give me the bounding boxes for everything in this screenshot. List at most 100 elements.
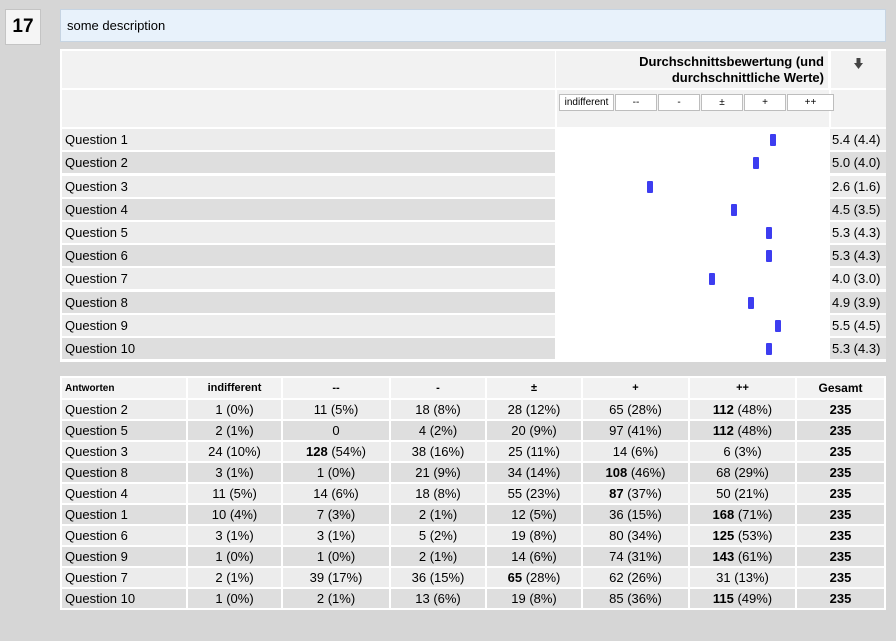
answer-percent: (15%) <box>627 507 662 522</box>
answer-percent: (1%) <box>429 549 458 564</box>
answer-cell: 143 (61%) <box>690 547 795 566</box>
chart-header-blank <box>62 51 555 88</box>
answer-count: 21 <box>415 465 430 480</box>
answer-percent: (37%) <box>627 486 662 501</box>
row-total: 235 <box>829 465 852 480</box>
answer-count: 87 <box>609 486 624 501</box>
answer-cell: 18 (8%) <box>391 484 485 503</box>
answer-cell: 28 (12%) <box>487 400 581 419</box>
scale-very-negative: -- <box>615 94 657 111</box>
answer-percent: (13%) <box>734 570 769 585</box>
answer-cell: 80 (34%) <box>583 526 688 545</box>
answer-count: 1 <box>215 591 223 606</box>
answer-percent: (34%) <box>627 528 662 543</box>
answer-percent: (1%) <box>226 423 254 438</box>
answer-percent: (1%) <box>429 507 458 522</box>
answer-cell: 34 (14%) <box>487 463 581 482</box>
average-track <box>556 199 829 220</box>
answer-percent: (49%) <box>737 591 773 606</box>
question-label: Question 4 <box>62 199 555 220</box>
question-label: Question 2 <box>62 152 555 173</box>
answer-count: 36 <box>411 570 427 585</box>
chart-row: Question 5 5.3 (4.3) <box>62 222 886 243</box>
table-row: Question 3 24 (10%) 128 (54%) 38 (16%) 25 (1… <box>62 442 884 461</box>
answer-count: 10 <box>211 507 227 522</box>
chart-title: Durchschnittsbewertung (und durchschnitt… <box>556 51 828 88</box>
answer-percent: (8%) <box>529 528 557 543</box>
answer-cell: 1 (0%) <box>188 547 281 566</box>
chart-title-line1: Durchschnittsbewertung (und <box>639 54 824 69</box>
answer-percent: (23%) <box>525 486 561 501</box>
total-cell: 235 <box>797 463 884 482</box>
chart-title-line2: durchschnittliche Werte) <box>671 70 824 85</box>
chart-row: Question 3 2.6 (1.6) <box>62 176 886 197</box>
answer-count: 19 <box>511 591 526 606</box>
answer-count: 80 <box>609 528 624 543</box>
total-cell: 235 <box>797 484 884 503</box>
scale-very-positive: ++ <box>787 94 834 111</box>
scale-negative: - <box>658 94 700 111</box>
answer-percent: (6%) <box>433 591 461 606</box>
answer-percent: (17%) <box>327 570 363 585</box>
answer-count: 128 <box>305 444 328 459</box>
answer-percent: (48%) <box>737 402 773 417</box>
answer-percent: (16%) <box>429 444 465 459</box>
answer-count: 2 <box>418 549 427 564</box>
answer-cell: 25 (11%) <box>487 442 581 461</box>
scale-indifferent: indifferent <box>559 94 614 111</box>
average-marker <box>753 157 759 169</box>
answer-cell: 3 (1%) <box>188 526 281 545</box>
question-label: Question 5 <box>62 222 555 243</box>
row-total: 235 <box>829 549 852 564</box>
chart-row: Question 1 5.4 (4.4) <box>62 129 886 150</box>
answer-cell: 2 (1%) <box>188 568 281 587</box>
answer-percent: (41%) <box>627 423 662 438</box>
answer-cell: 65 (28%) <box>487 568 581 587</box>
arrow-down-icon <box>854 58 863 69</box>
answer-cell: 112 (48%) <box>690 421 795 440</box>
row-question: Question 1 <box>62 505 186 524</box>
row-question: Question 5 <box>62 421 186 440</box>
average-marker <box>770 134 776 146</box>
answer-percent: (3%) <box>734 444 762 459</box>
answer-count: 74 <box>609 549 624 564</box>
total-cell: 235 <box>797 442 884 461</box>
answer-cell: 62 (26%) <box>583 568 688 587</box>
answer-percent: (6%) <box>331 486 359 501</box>
answer-cell: 36 (15%) <box>391 568 485 587</box>
answer-cell: 21 (9%) <box>391 463 485 482</box>
answer-cell: 1 (0%) <box>188 400 281 419</box>
answer-count: 11 <box>212 486 226 501</box>
average-value: 4.5 (3.5) <box>830 199 886 220</box>
header-gesamt: Gesamt <box>797 378 884 398</box>
answer-cell: 112 (48%) <box>690 400 795 419</box>
table-row: Question 10 1 (0%) 2 (1%) 13 (6%) 19 (8%) 85 … <box>62 589 884 608</box>
answer-percent: (5%) <box>529 507 557 522</box>
answer-count: 4 <box>418 423 427 438</box>
answer-cell: 85 (36%) <box>583 589 688 608</box>
answer-percent: (48%) <box>737 423 773 438</box>
value-header-blank <box>831 90 886 127</box>
answer-percent: (0%) <box>226 549 254 564</box>
answer-count: 14 <box>313 486 328 501</box>
answer-count: 20 <box>511 423 526 438</box>
chart-row: Question 7 4.0 (3.0) <box>62 268 886 289</box>
answer-percent: (46%) <box>630 465 666 480</box>
answer-percent: (3%) <box>327 507 356 522</box>
answer-count: 1 <box>316 465 325 480</box>
row-question: Question 7 <box>62 568 186 587</box>
answer-percent: (26%) <box>627 570 662 585</box>
sort-button[interactable] <box>831 51 886 88</box>
average-marker <box>775 320 781 332</box>
answer-count: 62 <box>609 570 624 585</box>
average-track <box>556 268 829 289</box>
answer-cell: 108 (46%) <box>583 463 688 482</box>
answer-count: 31 <box>716 570 731 585</box>
question-label: Question 7 <box>62 268 555 289</box>
answer-cell: 68 (29%) <box>690 463 795 482</box>
answer-count: 14 <box>612 444 628 459</box>
answer-count: 19 <box>511 528 526 543</box>
answer-cell: 2 (1%) <box>188 421 281 440</box>
average-marker <box>709 273 715 285</box>
